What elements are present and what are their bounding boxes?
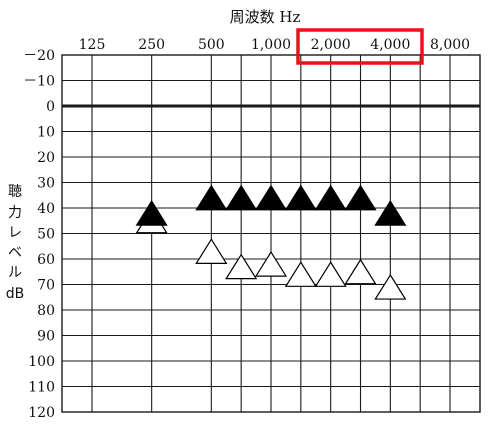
filled-triangle-marker	[314, 184, 347, 211]
open-triangle-marker	[344, 258, 377, 285]
x-axis-ticks: 125 250 500 1,000 2,000 4,000 8,000	[79, 37, 470, 53]
y-tick-label: 60	[37, 252, 55, 268]
y-axis-label-char: ル	[8, 265, 22, 281]
y-tick-label: 120	[28, 405, 55, 421]
filled-triangle-marker	[195, 184, 228, 211]
chart-title: 周波数 Hz	[230, 8, 301, 26]
x-tick-label: 1,000	[251, 37, 291, 53]
y-tick-label: －10	[23, 74, 55, 90]
y-tick-label: 10	[37, 125, 55, 141]
filled-triangle-marker	[254, 184, 288, 211]
y-tick-label: 0	[46, 99, 55, 115]
y-tick-label: 90	[37, 329, 55, 345]
y-axis-label-char: ベ	[8, 245, 22, 261]
filled-triangle-marker	[344, 184, 377, 211]
filled-triangle-marker	[374, 199, 407, 226]
x-tick-label: 250	[138, 37, 165, 53]
y-tick-label: 50	[37, 227, 55, 243]
y-tick-label: 70	[37, 278, 55, 294]
y-tick-label: 40	[37, 201, 55, 217]
open-triangle-marker	[314, 261, 347, 287]
x-tick-label: 4,000	[370, 37, 410, 53]
y-tick-label: 30	[37, 176, 55, 192]
grid	[61, 54, 481, 413]
open-triangle-marker	[195, 238, 228, 264]
y-tick-label: 20	[37, 150, 55, 166]
open-triangle-marker	[374, 273, 407, 300]
y-axis-label-char: レ	[8, 225, 22, 241]
markers	[135, 184, 407, 300]
open-triangle-marker	[254, 250, 288, 277]
filled-triangle-marker	[225, 184, 258, 211]
y-tick-label: 100	[28, 354, 55, 370]
highlight-box	[296, 28, 424, 65]
y-tick-label: 110	[28, 380, 55, 396]
y-tick-label: －20	[23, 48, 55, 64]
x-tick-label: 125	[79, 37, 106, 53]
x-tick-label: 500	[198, 37, 225, 53]
y-axis-label-char: 力	[8, 205, 22, 221]
x-tick-label: 2,000	[311, 37, 351, 53]
y-tick-label: 80	[37, 303, 55, 319]
y-axis-label-char: 聴	[8, 184, 22, 200]
open-triangle-marker	[284, 261, 317, 287]
y-axis-ticks: －20 －10 0 10 20 30 40 50 60 70 80 90 100 110 120	[23, 48, 55, 421]
x-tick-label: 8,000	[430, 37, 470, 53]
open-triangle-marker	[225, 253, 258, 280]
filled-triangle-marker	[284, 184, 317, 211]
filled-triangle-marker	[135, 199, 168, 226]
y-axis-label-char: dB	[6, 286, 25, 302]
